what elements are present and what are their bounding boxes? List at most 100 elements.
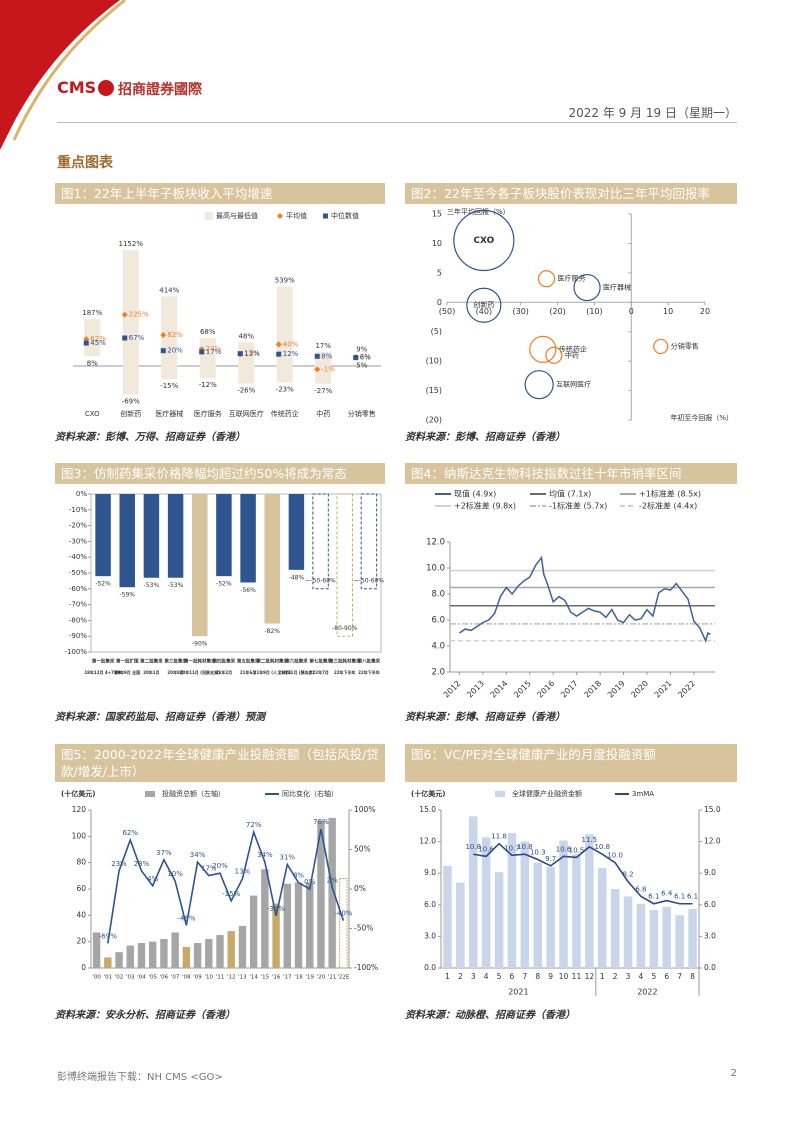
y2-tick-label: -50%: [354, 924, 373, 933]
y-tick-label: -90%: [69, 632, 87, 640]
logo-mark: CMS: [57, 78, 97, 97]
x-tick-label: '20: [317, 975, 326, 981]
value-label: -46%: [177, 914, 195, 922]
y2-tick-label: 6.0: [704, 900, 716, 909]
legend-label: 投融资总额（左轴）: [162, 789, 225, 798]
legend-swatch: [323, 213, 328, 219]
median-marker: [314, 353, 320, 359]
value-label: 23%: [134, 860, 150, 868]
value-label: 17%: [201, 865, 217, 873]
median-label: 20%: [167, 347, 183, 355]
y-tick-label: 9.0: [424, 868, 436, 877]
high-label: 17%: [315, 342, 331, 350]
y-tick-label: 12.0: [426, 538, 445, 548]
series-line: [107, 828, 345, 944]
average-label: 62%: [90, 335, 106, 343]
section-title: 重点图表: [57, 155, 113, 171]
x-tick-label: '22E: [337, 975, 350, 981]
legend-label: 全球健康产业融资金额: [512, 789, 582, 798]
bar: [182, 946, 191, 968]
figure-source: 资料来源：国家药监局、招商证券（香港）预测: [55, 712, 265, 723]
value-label: 23%: [111, 860, 127, 868]
x-tick-label: 7: [522, 972, 527, 981]
value-label: -82%: [264, 628, 280, 635]
x-tick-label: 8: [690, 972, 695, 981]
y-tick-label: 4.0: [431, 642, 445, 652]
bar: [92, 932, 101, 968]
x-tick-label: '03: [126, 975, 135, 981]
x-tick-label: '02: [115, 975, 124, 981]
value-label: -53%: [168, 582, 184, 589]
bubble: [573, 273, 601, 302]
x-tick-label: '21: [328, 975, 337, 981]
median-marker: [199, 349, 205, 355]
x-tick-label: 2012: [442, 679, 463, 700]
x-tick-label: 10: [559, 972, 569, 981]
footer-text: 彭博终端报告下载：NH CMS <GO>: [57, 1072, 223, 1083]
category-label: 第三批耗材集采: [329, 658, 361, 665]
bubble: [653, 338, 669, 355]
bar: [675, 915, 684, 968]
range-bar: [315, 351, 332, 384]
x-tick-label: 20: [700, 307, 710, 316]
figure: 图3：仿制药集采价格降幅均超过约50%将成为常态 0% -10% -20% -30% -4…: [55, 463, 385, 723]
average-marker: [275, 341, 282, 348]
y-tick-label: 5: [437, 268, 442, 277]
y2-tick-label: 9.0: [704, 868, 716, 877]
high-label: 68%: [200, 328, 216, 336]
value-label: 0%: [304, 878, 315, 886]
value-label: 10.0: [607, 852, 623, 860]
low-label: -23%: [276, 385, 294, 393]
average-label: 7%: [360, 353, 371, 361]
x-tick-label: (30): [513, 307, 529, 316]
figure-source: 资料来源：彭博、招商证券（香港）: [405, 712, 565, 723]
range-bar: [199, 337, 216, 378]
y-tick-label: 15.0: [419, 805, 436, 814]
bar: [205, 939, 213, 968]
category-sublabel: 22年下半年: [334, 669, 356, 675]
low-label: -26%: [237, 386, 255, 394]
chart: (十亿美元)0.03.06.09.012.015.00.03.06.09.012…: [411, 789, 721, 997]
x-tick-label: 2017: [559, 679, 580, 700]
x-tick-label: 4: [639, 972, 644, 981]
value-label: 8.2: [622, 871, 633, 879]
bar: [216, 494, 232, 577]
category-label: 第八批集采: [358, 658, 381, 665]
category-label: 第七批集采: [309, 658, 332, 665]
bar: [193, 942, 202, 968]
x-axis-label: 年初至今回报（%）: [670, 413, 733, 422]
x-tick-label: '05: [148, 975, 157, 981]
average-label: 82%: [167, 331, 183, 339]
bubble: [524, 370, 554, 400]
y-tick-label: -60%: [69, 585, 87, 593]
category-label: 第二批集采: [140, 658, 163, 665]
bar: [468, 816, 478, 968]
median-marker: [353, 355, 359, 361]
bar: [249, 895, 258, 968]
y-tick-label: 0%: [76, 490, 87, 498]
value-label: -52%: [95, 581, 111, 588]
x-tick-label: 2014: [489, 679, 510, 700]
y-tick-label: -10%: [69, 506, 87, 514]
value-label: 6.4: [661, 890, 673, 898]
legend-swatch: [145, 791, 155, 797]
red-swoosh: [0, 0, 120, 150]
x-tick-label: 1: [445, 972, 450, 981]
legend-swatch: [205, 212, 213, 220]
value-label: 72%: [246, 821, 262, 829]
value-label: ~-50-60%: [305, 578, 336, 585]
x-tick-label: (40): [476, 307, 492, 316]
bar: [126, 945, 134, 968]
bar: [688, 909, 697, 968]
value-label: ~-50-60%: [354, 578, 385, 585]
figure-title: 图3：仿制药集采价格降幅均超过约50%将成为常态: [55, 463, 385, 484]
y-tick-label: 40: [76, 910, 86, 919]
figure-title: 图2：22年至今各子板块股价表现对比三年平均回报率: [405, 183, 737, 204]
bar: [610, 889, 620, 968]
value-label: -53%: [144, 582, 160, 589]
bubble-label: 传统药企: [559, 344, 587, 353]
low-label: -69%: [122, 397, 140, 405]
y-tick-label: 80: [76, 858, 86, 867]
category-label: 第一批耗材集采: [184, 658, 216, 665]
y-tick-label: 60: [76, 884, 86, 893]
